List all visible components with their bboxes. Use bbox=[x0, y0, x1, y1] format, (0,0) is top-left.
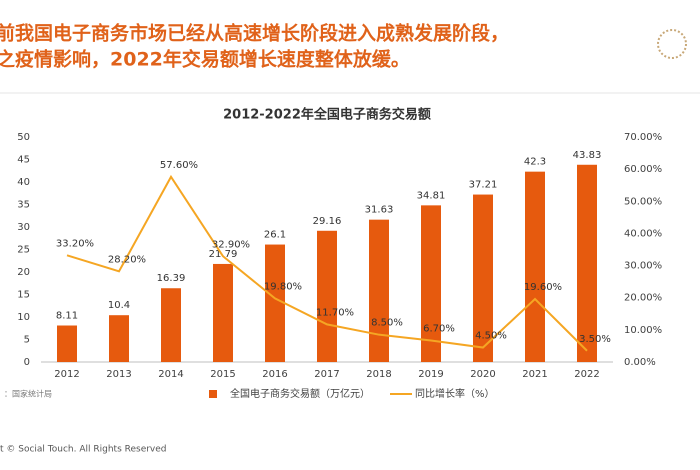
line-value-label: 4.50% bbox=[475, 331, 507, 342]
line-value-label: 11.70% bbox=[316, 307, 354, 318]
y2-tick-label: 70.00% bbox=[624, 132, 662, 143]
x-tick-label: 2019 bbox=[418, 369, 443, 380]
y-tick-label: 30 bbox=[17, 222, 30, 233]
line-value-label: 19.80% bbox=[264, 281, 302, 292]
legend-label: 全国电子商务交易额（万亿元） bbox=[230, 387, 370, 400]
bar bbox=[161, 288, 181, 362]
bar bbox=[369, 219, 389, 362]
line bbox=[66, 174, 588, 352]
x-tick-label: 2015 bbox=[210, 369, 235, 380]
bar-value-label: 16.39 bbox=[157, 273, 186, 284]
line-value-label: 57.60% bbox=[160, 160, 198, 171]
y-tick-label: 50 bbox=[17, 132, 30, 143]
bar-value-label: 37.21 bbox=[469, 180, 498, 191]
bar-value-label: 43.83 bbox=[573, 150, 602, 161]
header-line: 前我国电子商务市场已经从高速增长阶段进入成熟发展阶段， bbox=[0, 22, 509, 45]
footer: t © Social Touch. All Rights Reserved bbox=[0, 445, 167, 455]
y-tick-label: 10 bbox=[17, 312, 30, 323]
y-tick-label: 5 bbox=[24, 335, 30, 346]
logo-ring bbox=[657, 29, 687, 59]
logo bbox=[657, 29, 687, 59]
x-tick-label: 2014 bbox=[158, 369, 183, 380]
y2-tick-label: 10.00% bbox=[624, 325, 662, 336]
bar bbox=[317, 230, 337, 362]
x-tick-label: 2016 bbox=[262, 369, 287, 380]
bar bbox=[109, 315, 129, 362]
bar bbox=[265, 244, 285, 362]
header-line: 之疫情影响，2022年交易额增长速度整体放缓。 bbox=[0, 48, 410, 71]
legend-swatch bbox=[209, 390, 217, 398]
bar bbox=[57, 325, 77, 362]
y-tick-label: 20 bbox=[17, 267, 30, 278]
bar-value-label: 42.3 bbox=[524, 157, 546, 168]
line-value-label: 28.20% bbox=[108, 254, 146, 265]
line-value-label: 32.90% bbox=[212, 239, 250, 250]
line-value-label: 19.60% bbox=[524, 282, 562, 293]
bar-value-label: 10.4 bbox=[108, 300, 130, 311]
y-tick-label: 25 bbox=[17, 245, 30, 256]
y2-tick-label: 30.00% bbox=[624, 261, 662, 272]
source: ：国家统计局 bbox=[4, 389, 52, 399]
y-tick-label: 45 bbox=[17, 155, 30, 166]
y2-tick-label: 20.00% bbox=[624, 293, 662, 304]
bar bbox=[525, 171, 545, 362]
y2-tick-label: 50.00% bbox=[624, 196, 662, 207]
x-tick-label: 2012 bbox=[54, 369, 79, 380]
bar bbox=[473, 194, 493, 362]
x-tick-label: 2018 bbox=[366, 369, 391, 380]
x-tick-label: 2017 bbox=[314, 369, 339, 380]
y-tick-label: 15 bbox=[17, 290, 30, 301]
bar-value-label: 31.63 bbox=[365, 205, 394, 216]
legend-label: 同比增长率（%） bbox=[415, 387, 495, 400]
line-value-label: 6.70% bbox=[423, 323, 455, 334]
y2-tick-label: 0.00% bbox=[624, 357, 656, 368]
x-tick-label: 2022 bbox=[574, 369, 599, 380]
bar bbox=[213, 263, 233, 362]
y-tick-label: 40 bbox=[17, 177, 30, 188]
bar-value-label: 34.81 bbox=[417, 190, 446, 201]
y-tick-label: 0 bbox=[24, 357, 30, 368]
y2-tick-label: 60.00% bbox=[624, 164, 662, 175]
chart-title: 2012-2022年全国电子商务交易额 bbox=[223, 107, 431, 123]
bar-value-label: 26.1 bbox=[264, 230, 286, 241]
x-tick-label: 2013 bbox=[106, 369, 131, 380]
bar-value-label: 8.11 bbox=[56, 311, 78, 322]
line-value-label: 33.20% bbox=[56, 238, 94, 249]
line-value-label: 3.50% bbox=[579, 334, 611, 345]
x-tick-label: 2020 bbox=[470, 369, 495, 380]
x-tick-label: 2021 bbox=[522, 369, 547, 380]
bar bbox=[577, 164, 597, 362]
y-tick-label: 35 bbox=[17, 200, 30, 211]
bar bbox=[421, 205, 441, 362]
y2-tick-label: 40.00% bbox=[624, 228, 662, 239]
line-value-label: 8.50% bbox=[371, 318, 403, 329]
bar-value-label: 29.16 bbox=[313, 216, 342, 227]
